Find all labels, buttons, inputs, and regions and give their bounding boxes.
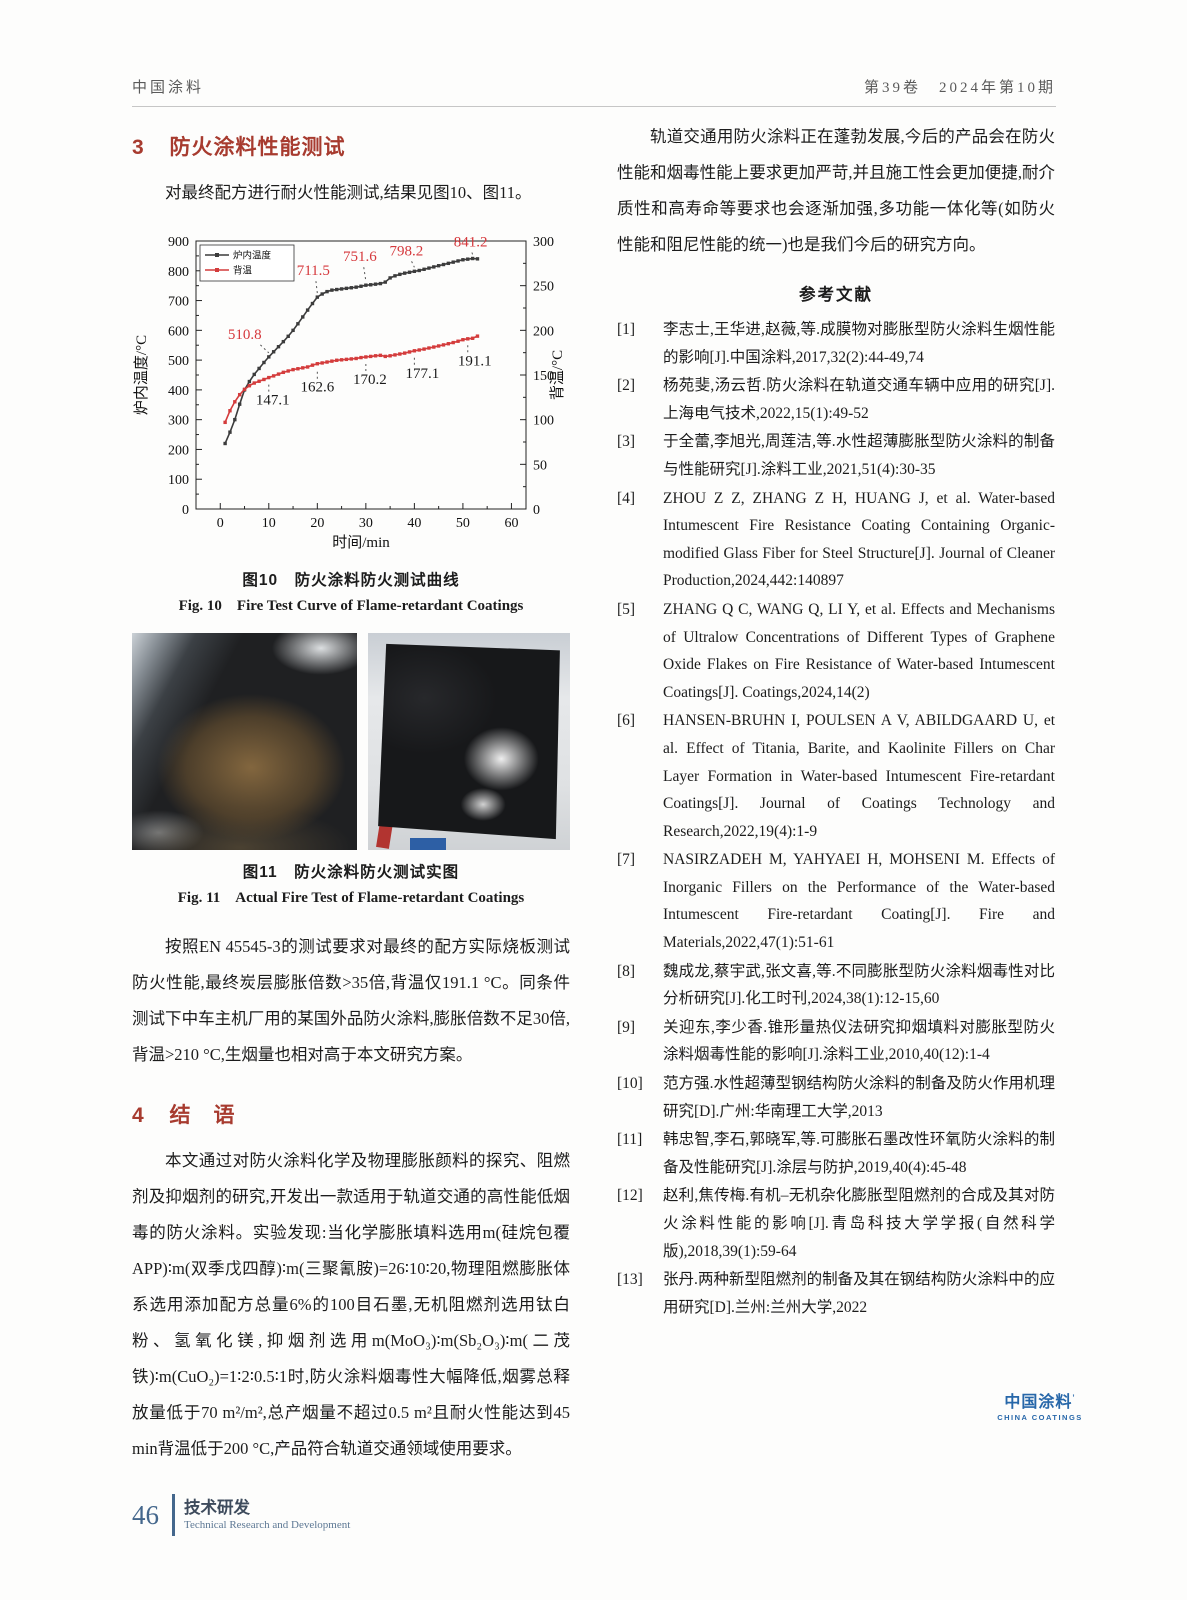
svg-text:背温: 背温	[233, 265, 253, 277]
page-footer: 46 技术研发 Technical Research and Developme…	[132, 1494, 350, 1536]
section-4-heading: 4 结 语	[132, 1099, 570, 1129]
svg-text:200: 200	[168, 443, 189, 458]
journal-name: 中国涂料	[132, 80, 205, 96]
reference-item: [2] 杨苑斐,汤云哲.防火涂料在轨道交通车辆中应用的研究[J].上海电气技术,2…	[617, 377, 1055, 422]
svg-text:30: 30	[359, 516, 373, 531]
svg-text:150: 150	[533, 369, 554, 384]
svg-text:711.5: 711.5	[297, 263, 330, 279]
outlook-paragraph: 轨道交通用防火涂料正在蓬勃发展,今后的产品会在防火性能和烟毒性能上要求更加严苛,…	[617, 127, 1055, 254]
svg-text:100: 100	[168, 473, 189, 488]
svg-text:177.1: 177.1	[406, 366, 440, 382]
svg-text:60: 60	[504, 516, 518, 531]
reference-item: [7] NASIRZADEH M, YAHYAEI H, MOHSENI M. E…	[617, 851, 1055, 952]
svg-text:162.6: 162.6	[300, 380, 334, 396]
logo-zh: 中国涂料	[1004, 1394, 1073, 1411]
svg-text:510.8: 510.8	[228, 327, 262, 343]
reference-item: [13] 张丹.两种新型阻燃剂的制备及其在钢结构防火涂料中的应用研究[D].兰州:…	[617, 1271, 1055, 1316]
svg-text:841.2: 841.2	[454, 235, 488, 251]
fire-test-photo-right	[368, 633, 570, 850]
figure-10-caption-zh: 图10 防火涂料防火测试曲线	[242, 572, 460, 589]
svg-text:背温/°C: 背温/°C	[549, 350, 566, 400]
svg-text:50: 50	[533, 458, 547, 473]
fire-test-photo-left	[132, 633, 357, 850]
footer-column-zh: 技术研发	[184, 1499, 250, 1517]
reference-item: [5] ZHANG Q C, WANG Q, LI Y, et al. Effec…	[617, 600, 1055, 701]
section-4-number: 4	[132, 1104, 145, 1127]
right-column: 轨道交通用防火涂料正在蓬勃发展,今后的产品会在防火性能和烟毒性能上要求更加严苛,…	[617, 119, 1055, 1467]
svg-text:200: 200	[533, 324, 554, 339]
figure-11-caption-en: Fig. 11 Actual Fire Test of Flame-retard…	[177, 890, 525, 906]
svg-text:147.1: 147.1	[256, 393, 290, 409]
intro-paragraph: 对最终配方进行耐火性能测试,结果见图10、图11。	[165, 183, 532, 202]
reference-item: [11] 韩忠智,李石,郭晓军,等.可膨胀石墨改性环氧防火涂料的制备及性能研究[J…	[617, 1131, 1055, 1176]
svg-text:400: 400	[168, 384, 189, 399]
logo-en: CHINA COATINGS	[997, 1413, 1083, 1422]
svg-text:300: 300	[533, 235, 554, 250]
svg-text:50: 50	[456, 516, 470, 531]
china-coatings-logo: 中国涂料’ CHINA COATINGS	[985, 1388, 1095, 1422]
logo-trademark: ’	[1072, 1393, 1076, 1403]
svg-text:798.2: 798.2	[390, 243, 424, 259]
references-heading: 参考文献	[799, 286, 873, 304]
page-header: 中国涂料 第39卷 2024年第10期	[132, 76, 1056, 107]
svg-text:0: 0	[533, 503, 540, 518]
fire-test-line-chart: 0 10 20 30 40 50 60010020030040050060070080090…	[133, 235, 566, 551]
figure-10-caption-en: Fig. 10 Fire Test Curve of Flame-retarda…	[178, 598, 524, 614]
figure-11-caption-zh: 图11 防火涂料防火测试实图	[242, 864, 460, 881]
reference-item: [6] HANSEN-BRUHN I, POULSEN A V, ABILDGAA…	[617, 712, 1055, 840]
section-3-number: 3	[132, 136, 145, 159]
issue-info: 第39卷 2024年第10期	[863, 80, 1056, 96]
figure-10: 0 10 20 30 40 50 60 0 100 200 300 400 500 600 700 800 90…	[132, 221, 570, 615]
reference-item: [10] 范方强.水性超薄型钢结构防火涂料的制备及防火作用机理研究[D].广州:华…	[617, 1075, 1055, 1120]
svg-text:700: 700	[168, 295, 189, 310]
reference-item: [4] ZHOU Z Z, ZHANG Z H, HUANG J, et al. …	[617, 489, 1055, 590]
svg-text:40: 40	[407, 516, 421, 531]
svg-text:100: 100	[533, 414, 554, 429]
left-column: 3 防火涂料性能测试 对最终配方进行耐火性能测试,结果见图10、图11。 0 10…	[132, 119, 570, 1467]
section-3-heading: 3 防火涂料性能测试	[132, 131, 570, 161]
svg-text:600: 600	[168, 324, 189, 339]
figure-11: 图11 防火涂料防火测试实图 Fig. 11 Actual Fire Test …	[132, 633, 570, 907]
svg-text:时间/min: 时间/min	[332, 534, 390, 551]
svg-text:0: 0	[217, 516, 224, 531]
svg-text:10: 10	[262, 516, 276, 531]
svg-text:0: 0	[182, 503, 189, 518]
photo-detail-blue	[410, 838, 447, 850]
svg-text:191.1: 191.1	[458, 353, 492, 369]
svg-text:751.6: 751.6	[343, 249, 377, 265]
svg-text:500: 500	[168, 354, 189, 369]
reference-item: [9] 关迎东,李少香.锥形量热仪法研究抑烟填料对膨胀型防火涂料烟毒性能的影响[J…	[617, 1018, 1055, 1064]
footer-column-en: Technical Research and Development	[184, 1519, 351, 1531]
svg-text:250: 250	[533, 280, 554, 295]
reference-item: [8] 魏成龙,蔡宇武,张文喜,等.不同膨胀型防火涂料烟毒性对比分析研究[J].化…	[617, 962, 1055, 1008]
conclusion-paragraph: 本文通过对防火涂料化学及物理膨胀颜料的探究、阻燃剂及抑烟剂的研究,开发出一款适用…	[132, 1151, 570, 1458]
references-list: [1] 李志士,王华进,赵薇,等.成膜物对膨胀型防火涂料生烟性能的影响[J].中国…	[617, 316, 1055, 1321]
svg-text:170.2: 170.2	[353, 372, 387, 388]
svg-text:800: 800	[168, 265, 189, 280]
reference-item: [3] 于全蕾,李旭光,周莲洁,等.水性超薄膨胀型防火涂料的制备与性能研究[J].…	[617, 433, 1055, 478]
char-layer-panel	[378, 643, 560, 840]
svg-text:900: 900	[168, 235, 189, 250]
svg-text:300: 300	[168, 414, 189, 429]
section-4-title: 结 语	[169, 1104, 236, 1127]
page-number: 46	[132, 1499, 159, 1530]
test-result-paragraph: 按照EN 45545-3的测试要求对最终的配方实际烧板测试防火性能,最终炭层膨胀…	[132, 937, 570, 1064]
section-3-title: 防火涂料性能测试	[169, 136, 346, 159]
reference-item: [12] 赵利,焦传梅.有机–无机杂化膨胀型阻燃剂的合成及其对防火涂料性能的影响[…	[617, 1187, 1055, 1260]
reference-item: [1] 李志士,王华进,赵薇,等.成膜物对膨胀型防火涂料生烟性能的影响[J].中国…	[617, 321, 1055, 366]
svg-text:20: 20	[310, 516, 324, 531]
footer-divider	[172, 1494, 175, 1536]
svg-text:炉内温度: 炉内温度	[233, 250, 272, 262]
svg-text:炉内温度/°C: 炉内温度/°C	[133, 335, 150, 415]
